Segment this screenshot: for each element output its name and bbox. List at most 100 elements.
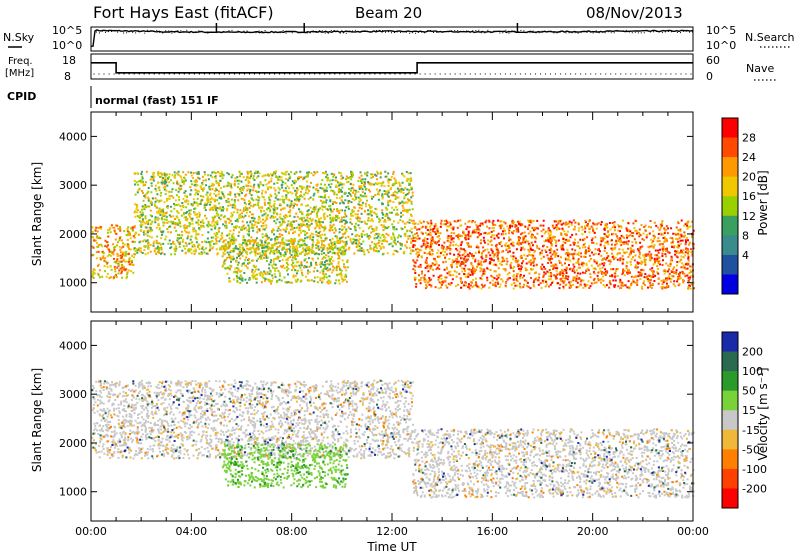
power-panel: 1000 2000 3000 4000 Slant Range [km] 28 24 20… xyxy=(30,111,770,313)
velocity-panel: 1000 2000 3000 4000 00:00 04:00 08:00 12:00 16:… xyxy=(30,320,770,538)
station-title: Fort Hays East (fitACF) xyxy=(93,3,274,22)
noise-right-tick-top: 10^5 xyxy=(706,24,736,37)
freq-left-label-1: Freq. xyxy=(8,56,33,67)
noise-plot xyxy=(91,23,694,47)
region-2-cells-0 xyxy=(223,238,348,285)
colorbar-tick-6: 4 xyxy=(742,249,749,262)
colorbar-segment-7 xyxy=(722,468,738,489)
ytick-label-2: 3000 xyxy=(59,179,87,192)
xtick-label-2: 08:00 xyxy=(276,525,308,538)
colorbar-tick-4: 12 xyxy=(742,210,756,223)
colorbar-tick-4: -15 xyxy=(742,424,760,437)
colorbar-segment-4 xyxy=(722,196,738,217)
colorbar-segment-4 xyxy=(722,410,738,431)
xtick-label-4: 16:00 xyxy=(476,525,508,538)
noise-left-tick-bottom: 10^0 xyxy=(52,39,82,52)
power-data xyxy=(91,170,695,290)
frequency-series xyxy=(91,62,693,74)
ytick-label-0: 1000 xyxy=(59,277,87,290)
region-3-cells-0 xyxy=(412,219,695,290)
colorbar-segment-0 xyxy=(722,118,738,139)
colorbar-segment-7 xyxy=(722,254,738,275)
freq-plot xyxy=(91,62,693,75)
noise-left-label: N.Sky xyxy=(3,31,35,44)
velocity-data xyxy=(91,379,695,499)
region-1-cells-0 xyxy=(221,443,348,489)
xtick-label-5: 20:00 xyxy=(577,525,609,538)
region-3-cells-3 xyxy=(412,219,695,290)
ytick-label-2: 3000 xyxy=(59,388,87,401)
velocity-colorbar-label: Velocity [m s⁻¹] xyxy=(756,367,770,460)
colorbar-frame xyxy=(721,117,739,295)
colorbar-tick-3: 15 xyxy=(742,404,756,417)
noise-right-tick-bottom: 10^0 xyxy=(706,39,736,52)
colorbar-tick-5: -50 xyxy=(742,443,760,456)
velocity-xticks: 00:00 04:00 08:00 12:00 16:00 20:00 00:00 xyxy=(75,321,709,538)
noise-right-label: N.Search xyxy=(745,31,795,44)
colorbar-segment-6 xyxy=(722,449,738,470)
noise-left-tick-top: 10^5 xyxy=(52,24,82,37)
colorbar-tick-0: 200 xyxy=(742,346,763,359)
power-colorbar-label: Power [dB] xyxy=(756,170,770,235)
xtick-label-6: 00:00 xyxy=(677,525,709,538)
region-1-cells-0 xyxy=(133,170,414,256)
power-colorbar: 28 24 20 16 12 8 4 xyxy=(721,117,756,295)
xtick-label-3: 12:00 xyxy=(376,525,408,538)
power-ylabel: Slant Range [km] xyxy=(30,162,44,266)
ytick-label-1: 2000 xyxy=(59,437,87,450)
freq-panel-frame xyxy=(90,53,694,80)
region-0-cells-3 xyxy=(91,225,135,279)
colorbar-segment-5 xyxy=(722,215,738,236)
power-yticks: 1000 2000 3000 4000 xyxy=(59,130,693,290)
velocity-colorbar: 200 100 50 15 -15 -50 -100 -200 xyxy=(721,331,767,509)
colorbar-segment-0 xyxy=(722,332,738,353)
region-1-cells-3 xyxy=(133,170,414,256)
region-0-cells-2 xyxy=(91,224,136,279)
velocity-yticks: 1000 2000 3000 4000 xyxy=(59,339,693,499)
region-2-cells-3 xyxy=(222,239,348,285)
colorbar-tick-0: 28 xyxy=(742,132,756,145)
ytick-label-3: 4000 xyxy=(59,339,87,352)
cpid-mode-text: normal (fast) 151 IF xyxy=(95,94,219,107)
freq-right-label: Nave xyxy=(746,62,774,75)
region-2-cells-2 xyxy=(221,238,349,284)
beam-label: Beam 20 xyxy=(355,4,422,22)
colorbar-segment-1 xyxy=(722,137,738,158)
velocity-ylabel: Slant Range [km] xyxy=(30,368,44,472)
colorbar-segment-6 xyxy=(722,235,738,256)
noise-sky-series xyxy=(91,29,694,47)
colorbar-tick-5: 8 xyxy=(742,229,749,242)
freq-right-tick-bottom: 0 xyxy=(706,70,713,83)
noise-search-series xyxy=(96,29,693,34)
ytick-label-0: 1000 xyxy=(59,486,87,499)
region-3-cells-2 xyxy=(412,219,695,290)
colorbar-segment-3 xyxy=(722,176,738,197)
colorbar-tick-1: 100 xyxy=(742,365,763,378)
colorbar-segment-2 xyxy=(722,371,738,392)
date-label: 08/Nov/2013 xyxy=(586,4,683,22)
cpid-label: CPID xyxy=(7,90,36,103)
colorbar-segment-5 xyxy=(722,429,738,450)
ytick-label-3: 4000 xyxy=(59,130,87,143)
freq-left-label-2: [MHz] xyxy=(5,68,34,79)
colorbar-tick-6: -100 xyxy=(742,463,767,476)
noise-panel-frame xyxy=(90,26,694,52)
colorbar-tick-2: 20 xyxy=(742,171,756,184)
xtick-label-1: 04:00 xyxy=(175,525,207,538)
ytick-label-1: 2000 xyxy=(59,228,87,241)
colorbar-tick-1: 24 xyxy=(742,151,756,164)
region-0-cells-0 xyxy=(91,379,414,460)
colorbar-frame xyxy=(721,331,739,509)
freq-left-tick-top: 18 xyxy=(62,54,76,67)
freq-right-tick-top: 60 xyxy=(706,54,720,67)
power-xticks xyxy=(90,112,694,312)
region-0-cells-3 xyxy=(96,381,414,458)
region-2-cells-0 xyxy=(412,428,695,499)
colorbar-tick-7: -200 xyxy=(742,482,767,495)
region-1-cells-1 xyxy=(226,443,349,488)
colorbar-segment-2 xyxy=(722,157,738,178)
colorbar-segment-1 xyxy=(722,351,738,372)
xtick-label-0: 00:00 xyxy=(75,525,107,538)
region-2-cells-1 xyxy=(414,429,693,497)
